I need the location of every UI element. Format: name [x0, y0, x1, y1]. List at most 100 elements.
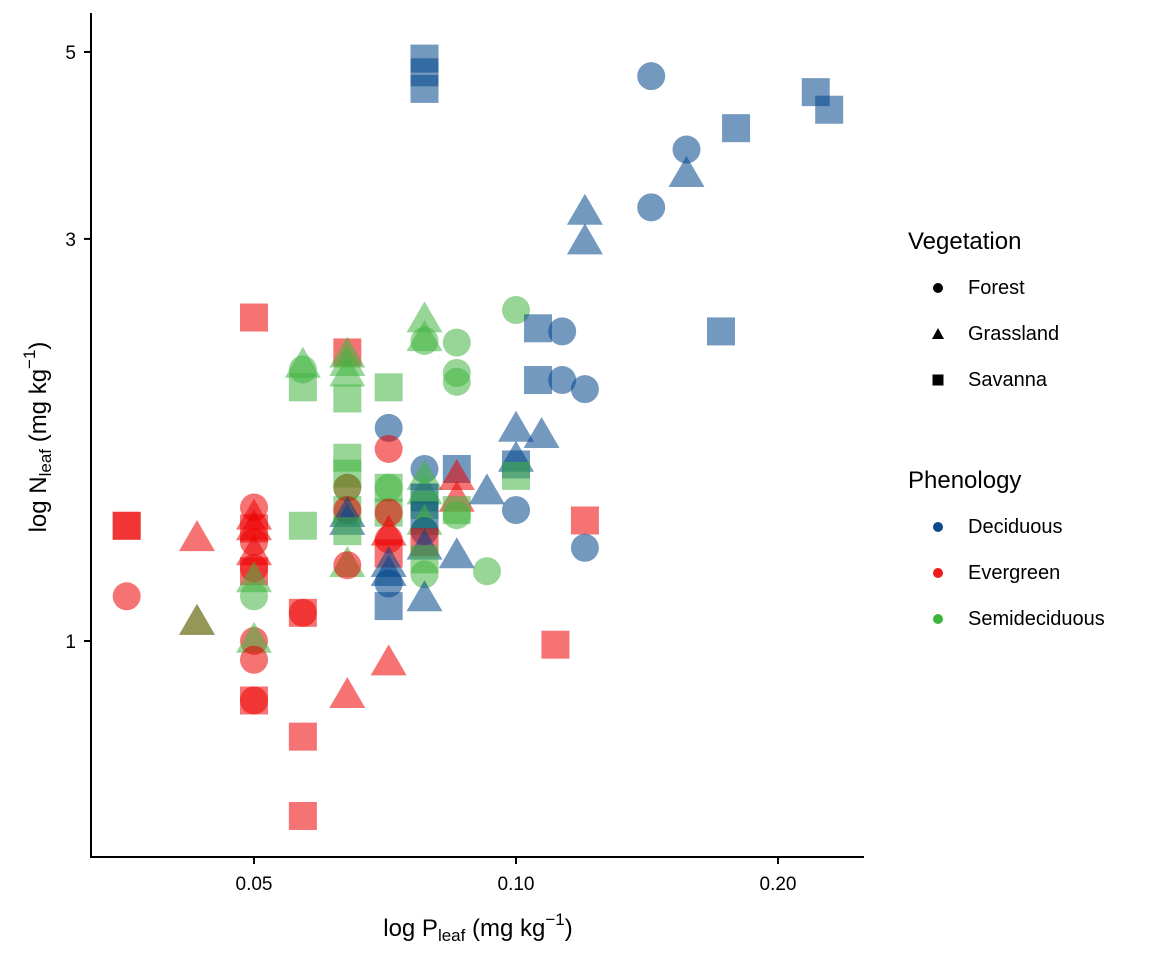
data-point-forest-deciduous — [637, 193, 666, 222]
data-point-forest-semideciduous — [442, 328, 471, 357]
data-point-forest-evergreen — [240, 645, 268, 674]
data-point-grassland-evergreen — [329, 676, 366, 708]
data-point-grassland-semideciduous — [406, 301, 443, 333]
data-point-grassland-deciduous — [523, 416, 560, 448]
legend-title-phenology: Phenology — [908, 467, 1022, 494]
data-point-savanna-evergreen — [570, 506, 599, 535]
data-point-savanna-deciduous — [410, 74, 439, 103]
dot-icon — [908, 520, 968, 534]
y-axis-title-sup: −1 — [20, 350, 39, 369]
legend-item-grassland: Grassland — [908, 311, 1059, 357]
data-point-forest-evergreen — [240, 686, 268, 715]
circle-icon — [908, 281, 968, 295]
data-point-forest-evergreen — [374, 498, 403, 527]
data-point-savanna-deciduous — [524, 366, 553, 395]
x-axis-title-unit: (mg kg — [465, 915, 545, 942]
data-point-grassland-evergreen — [370, 644, 407, 676]
data-point-forest-deciduous — [374, 413, 403, 442]
y-ticks: 1 3 5 — [65, 43, 91, 653]
legend-item-forest: Forest — [908, 265, 1059, 311]
data-point-savanna-evergreen — [541, 630, 570, 659]
data-point-savanna-semideciduous — [333, 384, 362, 413]
x-axis-title-sup: −1 — [545, 910, 564, 929]
legend-item-semideciduous: Semideciduous — [908, 596, 1105, 642]
data-point-forest-semideciduous — [442, 501, 471, 530]
data-point-forest-semideciduous — [410, 560, 439, 589]
data-point-forest-deciduous — [374, 569, 403, 598]
data-point-grassland-deciduous — [438, 537, 475, 569]
data-point-grassland-evergreen — [178, 520, 215, 552]
legend-item-savanna: Savanna — [908, 357, 1059, 403]
data-point-savanna-deciduous — [374, 592, 403, 621]
legend-item-deciduous: Deciduous — [908, 504, 1105, 550]
y-tick-label: 5 — [65, 43, 76, 64]
y-axis-title: log Nleaf (mg kg−1) — [20, 342, 55, 533]
legend-label-forest: Forest — [968, 276, 1025, 299]
data-point-forest-semideciduous — [333, 473, 362, 502]
data-point-grassland-semideciduous — [236, 621, 272, 653]
legend-label-evergreen: Evergreen — [968, 561, 1061, 584]
data-point-forest-deciduous — [570, 375, 599, 404]
data-point-grassland-deciduous — [406, 580, 443, 612]
data-point-forest-evergreen — [333, 551, 362, 580]
x-axis-title-prefix: log P — [383, 915, 438, 942]
data-point-grassland-deciduous — [566, 193, 603, 225]
data-point-grassland-evergreen — [438, 459, 475, 491]
data-point-forest-evergreen — [112, 582, 141, 611]
data-point-grassland-semideciduous — [236, 561, 272, 593]
data-point-grassland-semideciduous — [178, 603, 215, 635]
x-axis-title-close: ) — [565, 915, 573, 942]
dot-icon — [908, 566, 968, 580]
data-point-savanna-evergreen — [288, 722, 317, 751]
data-point-grassland-deciduous — [566, 223, 603, 255]
legend-label-semideciduous: Semideciduous — [968, 607, 1105, 630]
y-tick-label: 3 — [65, 230, 76, 251]
data-point-savanna-semideciduous — [502, 461, 530, 490]
x-axis-title-sub: leaf — [438, 926, 466, 945]
y-axis-title-sub: leaf — [36, 449, 55, 477]
legend-label-deciduous: Deciduous — [968, 515, 1063, 538]
legend-phenology: Phenology Deciduous Evergreen Semidecidu… — [908, 466, 1105, 642]
y-tick-label: 1 — [65, 632, 76, 653]
data-point-forest-deciduous — [672, 135, 701, 164]
data-point-forest-evergreen — [288, 598, 317, 627]
points-layer — [112, 44, 844, 830]
data-point-savanna-semideciduous — [333, 517, 362, 546]
data-point-savanna-evergreen — [112, 511, 141, 540]
data-point-forest-semideciduous — [240, 582, 268, 611]
legend-vegetation: Vegetation Forest Grassland Savanna — [908, 227, 1059, 403]
data-point-forest-deciduous — [548, 317, 577, 346]
data-point-savanna-evergreen — [240, 303, 268, 332]
data-point-savanna-deciduous — [815, 95, 844, 124]
data-point-grassland-deciduous — [498, 410, 534, 442]
data-point-savanna-deciduous — [524, 314, 553, 343]
legend-item-evergreen: Evergreen — [908, 550, 1105, 596]
data-point-savanna-evergreen — [288, 801, 317, 830]
legend-label-grassland: Grassland — [968, 322, 1060, 345]
data-point-grassland-deciduous — [468, 473, 505, 505]
x-axis-title: log Pleaf (mg kg−1) — [383, 910, 573, 945]
square-icon — [908, 373, 968, 387]
x-ticks: 0.05 0.10 0.20 — [236, 857, 797, 895]
x-tick-label: 0.10 — [498, 874, 535, 895]
data-point-forest-semideciduous — [472, 557, 501, 586]
y-axis-title-close: ) — [25, 342, 52, 350]
data-point-forest-semideciduous — [442, 367, 471, 396]
data-point-savanna-semideciduous — [374, 473, 403, 502]
y-axis-title-prefix: log N — [25, 476, 52, 532]
legend-title-vegetation: Vegetation — [908, 228, 1022, 255]
data-point-savanna-semideciduous — [374, 373, 403, 402]
data-point-savanna-semideciduous — [288, 373, 317, 402]
data-point-savanna-deciduous — [722, 114, 751, 143]
data-point-forest-deciduous — [548, 366, 577, 395]
data-point-grassland-semideciduous — [329, 355, 366, 387]
data-point-savanna-deciduous — [706, 317, 735, 346]
y-axis-title-unit: (mg kg — [25, 369, 52, 449]
data-point-forest-semideciduous — [502, 296, 530, 325]
x-tick-label: 0.20 — [760, 874, 797, 895]
x-tick-label: 0.05 — [236, 874, 273, 895]
data-point-forest-deciduous — [502, 496, 530, 525]
data-point-grassland-deciduous — [668, 156, 705, 188]
data-point-forest-deciduous — [570, 533, 599, 562]
